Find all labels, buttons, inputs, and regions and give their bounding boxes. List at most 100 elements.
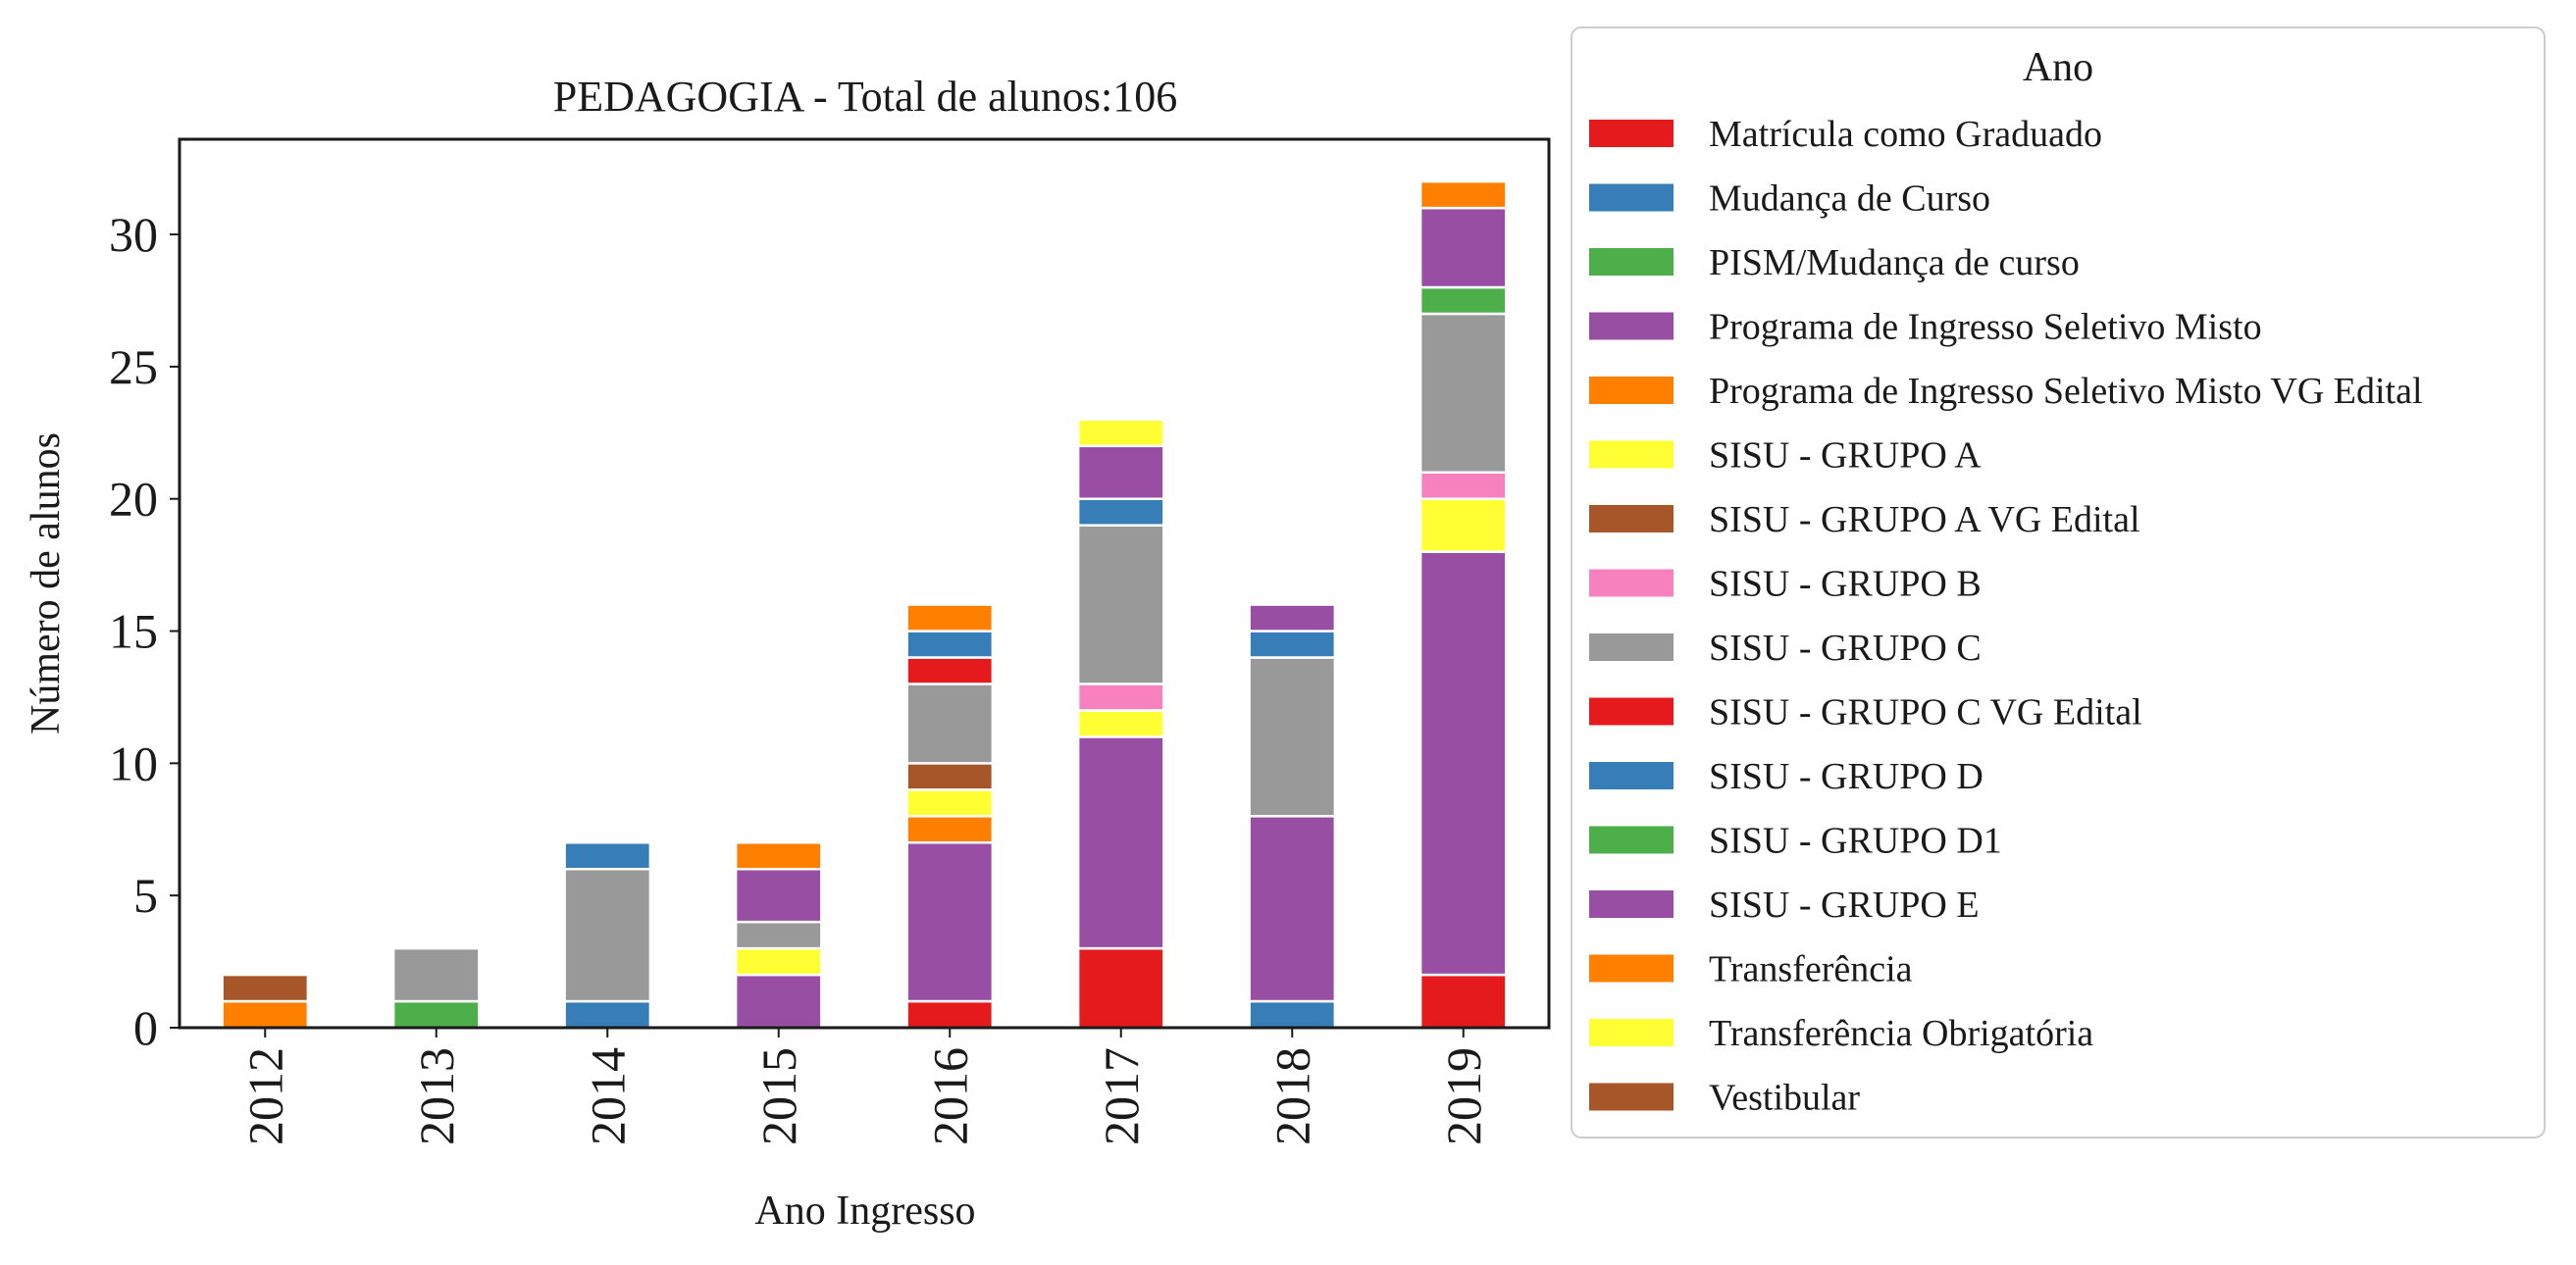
x-axis-label: Ano Ingresso [754,1189,975,1234]
legend-swatch-16 [1589,1083,1674,1111]
bar-segment-2018-9 [1248,656,1337,818]
bar-segment-2017-1 [1076,946,1165,1030]
legend: Ano Matrícula como Graduado Mudança de Cu… [1571,26,2546,1138]
bar-segment-2012-5 [221,999,310,1030]
x-tick-label: 2013 [409,1047,464,1145]
y-tick-label: 10 [109,735,158,790]
plot-area [221,179,1508,1030]
bar-segment-2016-11 [905,630,995,659]
bar-segment-2016-1 [905,999,995,1030]
chart-title: PEDAGOGIA - Total de alunos:106 [553,73,1178,121]
x-tick-label: 2017 [1094,1047,1149,1145]
plot-frame [178,137,1551,1030]
legend-swatch-15 [1589,1019,1674,1046]
y-axis-label: Número de alunos [24,432,69,734]
legend-swatch-10 [1589,697,1674,726]
y-tick-label: 25 [109,339,158,394]
x-tick-label: 2015 [751,1047,806,1145]
legend-label-2: Mudança de Curso [1709,178,1990,220]
y-tick-label: 20 [109,472,158,527]
legend-swatch-5 [1589,377,1674,404]
bar-segment-2018-11 [1248,630,1337,659]
bar-segment-2014-11 [563,841,652,871]
bar-segment-2018-4 [1248,815,1337,1003]
legend-label-1: Matrícula como Graduado [1709,114,2102,155]
bar-segment-2015-6 [734,946,823,977]
y-tick-label: 30 [109,207,158,262]
legend-swatch-1 [1589,120,1674,147]
bar-segment-2019-13 [1418,206,1508,289]
bar-segment-2017-6 [1076,709,1165,738]
legend-label-8: SISU - GRUPO B [1709,564,1982,605]
legend-swatch-14 [1589,954,1674,983]
legend-swatch-4 [1589,312,1674,340]
y-axis-ticks: 0 5 10 15 20 25 30 [109,207,180,1055]
bar-segment-2016-5 [905,815,995,844]
legend-swatch-7 [1589,505,1674,532]
legend-label-4: Programa de Ingresso Seletivo Misto [1709,307,2262,348]
x-tick-label: 2014 [580,1047,635,1145]
y-tick-label: 15 [109,604,158,659]
x-tick-label: 2019 [1436,1047,1491,1145]
legend-label-5: Programa de Ingresso Seletivo Misto VG E… [1709,371,2423,412]
bar-segment-2017-9 [1076,524,1165,685]
legend-swatch-3 [1589,248,1674,276]
bar-segment-2019-14 [1418,179,1508,210]
legend-label-13: SISU - GRUPO E [1709,885,1980,926]
bar-segment-2019-8 [1418,471,1508,500]
bar-segment-2016-4 [905,841,995,1003]
legend-swatch-8 [1589,569,1674,597]
bar-segment-2019-12 [1418,285,1508,316]
legend-label-11: SISU - GRUPO D [1709,756,1984,797]
bar-segment-2016-14 [905,603,995,632]
x-tick-label: 2018 [1264,1047,1319,1145]
bar-segment-2019-1 [1418,973,1508,1030]
bar-segment-2016-6 [905,788,995,818]
bar-segment-2016-7 [905,762,995,791]
bar-segment-2018-13 [1248,603,1337,632]
bar-segment-2014-9 [563,867,652,1003]
bar-segment-2015-9 [734,920,823,950]
bar-segment-2017-13 [1076,444,1165,500]
bar-segment-2019-6 [1418,497,1508,553]
bar-segment-2013-3 [391,999,481,1030]
bar-segment-2018-2 [1248,999,1337,1030]
bar-segment-2017-8 [1076,683,1165,712]
legend-swatch-13 [1589,890,1674,918]
legend-label-6: SISU - GRUPO A [1709,435,1982,477]
bar-segment-2017-15 [1076,418,1165,448]
x-axis-ticks: 2012 2013 2014 2015 2016 2017 2018 2019 [237,1028,1491,1145]
bar-segment-2015-14 [734,841,823,871]
bar-segment-2012-16 [221,973,310,1003]
legend-label-10: SISU - GRUPO C VG Edital [1709,692,2142,734]
legend-swatch-2 [1589,183,1674,212]
bar-segment-2019-9 [1418,312,1508,475]
legend-label-14: Transferência [1709,949,1913,990]
y-tick-label: 5 [133,868,158,923]
y-tick-label: 0 [133,1000,158,1055]
bar-segment-2014-11 [563,999,652,1030]
bar-segment-2019-4 [1418,550,1508,977]
legend-swatch-11 [1589,762,1674,789]
legend-label-9: SISU - GRUPO C [1709,628,1982,669]
legend-label-16: Vestibular [1709,1078,1860,1119]
legend-label-3: PISM/Mudança de curso [1709,242,2080,283]
bar-segment-2016-9 [905,683,995,765]
legend-swatch-12 [1589,826,1674,854]
x-tick-label: 2016 [922,1047,977,1145]
legend-title: Ano [2023,45,2093,90]
bar-segment-2016-10 [905,656,995,685]
legend-frame [1571,26,2546,1138]
legend-swatch-9 [1589,633,1674,661]
bar-segment-2017-11 [1076,497,1165,527]
x-tick-label: 2012 [237,1047,292,1145]
legend-label-15: Transferência Obrigatória [1709,1013,2093,1054]
bar-segment-2015-4 [734,973,823,1030]
legend-swatch-6 [1589,440,1674,469]
bar-segment-2015-13 [734,867,823,924]
bar-segment-2013-9 [391,946,481,1003]
bar-segment-2017-4 [1076,735,1165,950]
legend-label-12: SISU - GRUPO D1 [1709,821,2002,862]
legend-label-7: SISU - GRUPO A VG Edital [1709,499,2140,540]
